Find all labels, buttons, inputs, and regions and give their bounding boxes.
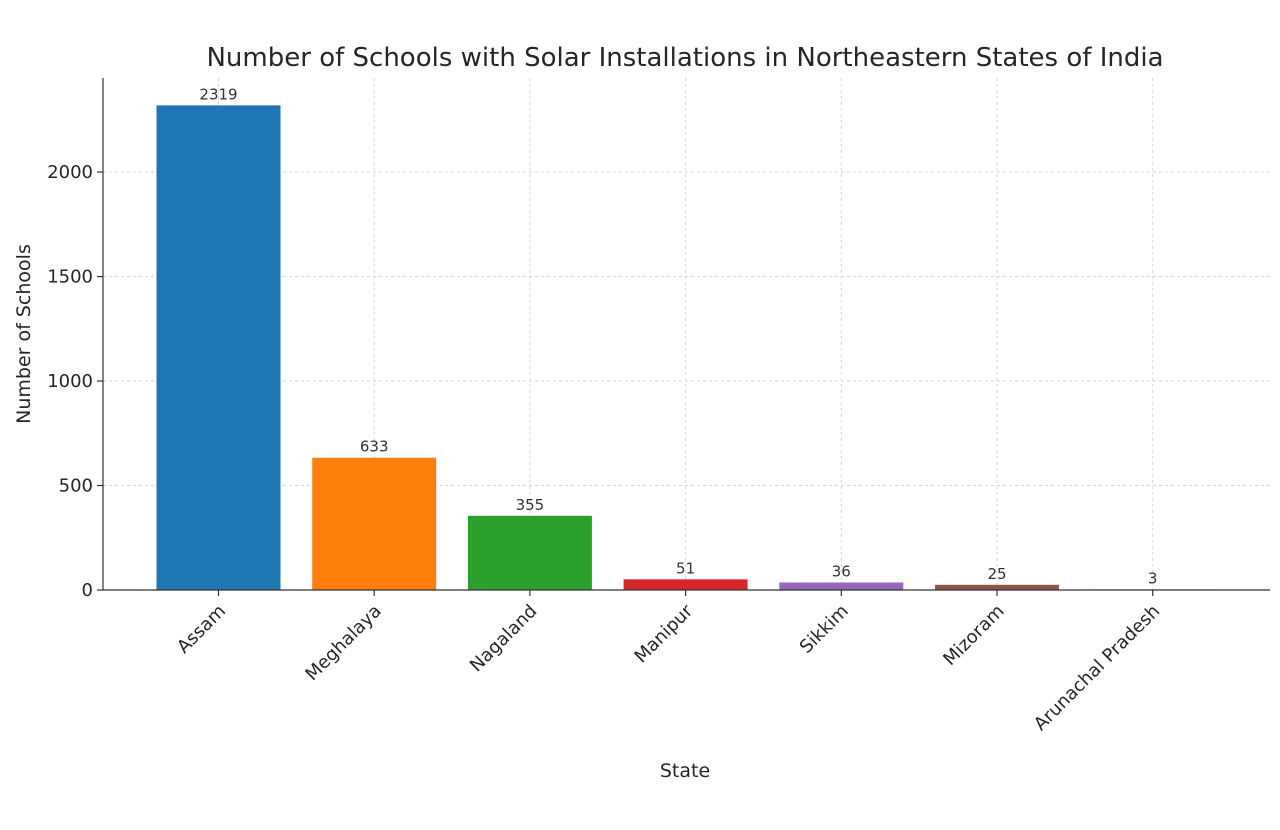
- data-label: 3: [1148, 569, 1158, 587]
- data-label: 355: [516, 496, 545, 514]
- x-ticks: Assam Meghalaya Nagaland Manipur Sikkim Mizor…: [173, 590, 1164, 735]
- chart-title: Number of Schools with Solar Installatio…: [206, 43, 1163, 73]
- data-label: 25: [987, 565, 1006, 583]
- x-tick-label: Mizoram: [939, 601, 1008, 670]
- y-tick-label: 0: [82, 580, 93, 601]
- data-label: 51: [676, 559, 695, 577]
- y-axis-title: Number of Schools: [13, 244, 35, 424]
- y-ticks: 0 500 1000 1500 2000: [47, 162, 103, 601]
- data-labels: 2319 633 355 51 36 25 3: [199, 85, 1157, 587]
- x-tick-label: Arunachal Pradesh: [1030, 601, 1164, 735]
- y-tick-label: 1500: [47, 267, 93, 288]
- y-tick-label: 500: [59, 476, 93, 497]
- bar-manipur: [623, 579, 748, 590]
- x-axis-title: State: [660, 760, 710, 782]
- bar-mizoram: [935, 584, 1059, 590]
- data-label: 2319: [199, 85, 237, 103]
- x-tick-label: Assam: [173, 601, 230, 658]
- x-tick-label: Nagaland: [466, 601, 542, 677]
- bar-meghalaya: [312, 457, 437, 590]
- data-label: 36: [832, 562, 851, 580]
- x-tick-label: Manipur: [631, 600, 698, 667]
- bar-assam: [156, 105, 281, 590]
- y-tick-label: 2000: [47, 162, 93, 183]
- x-tick-label: Sikkim: [796, 601, 853, 658]
- bar-nagaland: [467, 515, 592, 590]
- bar-sikkim: [779, 582, 904, 590]
- y-tick-label: 1000: [47, 371, 93, 392]
- x-tick-label: Meghalaya: [301, 601, 385, 685]
- data-label: 633: [360, 438, 389, 456]
- axes: [102, 78, 1270, 591]
- bars: [156, 105, 1215, 590]
